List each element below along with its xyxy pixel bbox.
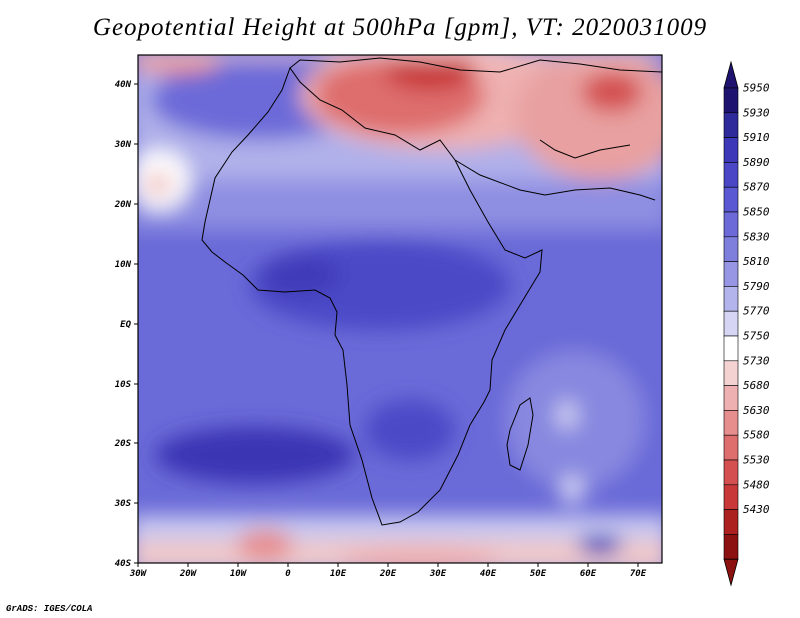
lon-label: 60E	[580, 569, 597, 579]
lon-ticks	[137, 563, 639, 567]
lon-label: 0	[285, 569, 291, 579]
lon-label: 70E	[630, 569, 647, 579]
colorbar-arrow-top	[723, 60, 739, 89]
lat-ticks	[134, 83, 138, 564]
lon-label: 20W	[179, 569, 198, 579]
colorbar-swatch	[723, 509, 739, 535]
colorbar-label: 5870	[743, 181, 770, 194]
lon-label: 20E	[379, 569, 397, 579]
lat-label: 40N	[115, 80, 132, 90]
colorbar-swatch	[723, 360, 739, 386]
colorbar-label: 5950	[743, 82, 770, 95]
colorbar-swatch	[723, 112, 739, 138]
colorbar-swatch	[723, 484, 739, 510]
colorbar-label: 5790	[743, 280, 770, 293]
colorbar-label: 5730	[743, 354, 770, 367]
colorbar-swatch	[723, 459, 739, 486]
colorbar-label: 5810	[743, 255, 770, 268]
lat-label: 20S	[114, 439, 132, 449]
colorbar-label: 5930	[743, 106, 770, 119]
lat-label: 10S	[115, 380, 132, 390]
colorbar-label: 5430	[743, 503, 770, 516]
colorbar-swatch	[723, 434, 739, 461]
lat-label: 20N	[114, 200, 132, 210]
lat-label: 10N	[115, 260, 132, 270]
colorbar-label: 5910	[743, 131, 770, 144]
colorbar-label: 5830	[743, 230, 770, 243]
colorbar-swatch	[723, 310, 739, 337]
colorbar-label: 5480	[743, 478, 770, 491]
lat-label: 30N	[114, 140, 132, 150]
colorbar-swatch	[723, 286, 739, 312]
map-title: Geopotential Height at 500hPa [gpm], VT:…	[92, 14, 708, 41]
colorbar-swatch	[723, 236, 739, 262]
colorbar-swatch	[723, 211, 739, 238]
lat-label: EQ	[120, 320, 131, 330]
lon-label: 10W	[230, 569, 248, 579]
colorbar-label: 5530	[743, 454, 770, 467]
coastlines	[201, 57, 662, 526]
colorbar-label: 5890	[743, 156, 770, 169]
lon-label: 50E	[530, 569, 547, 579]
colorbar-label: 5580	[743, 429, 770, 442]
colorbar-label: 5770	[743, 305, 770, 318]
colorbar-label: 5680	[743, 379, 770, 392]
colorbar-swatch	[723, 137, 739, 163]
lat-label: 30S	[114, 499, 132, 509]
plot-frame	[137, 54, 663, 564]
colorbar-swatch	[723, 162, 739, 188]
lon-label: 30W	[129, 569, 148, 579]
colorbar-label: 5850	[743, 206, 770, 219]
grads-credit: GrADS: IGES/COLA	[6, 604, 93, 614]
height-field	[138, 55, 662, 563]
lon-label: 30E	[429, 569, 447, 579]
colorbar-swatch	[723, 335, 739, 362]
lon-label: 10E	[330, 569, 347, 579]
colorbar-swatch	[723, 385, 739, 411]
colorbar-swatch	[723, 534, 739, 560]
colorbar-swatch	[723, 186, 739, 213]
colorbar-swatch	[723, 261, 739, 287]
colorbar: 5950 5930 5910 5890 5870 5850 5830 5810 5790 5770…	[723, 60, 770, 587]
colorbar-label: 5750	[743, 330, 770, 343]
lon-label: 40E	[480, 569, 497, 579]
colorbar-label: 5630	[743, 404, 770, 417]
colorbar-arrow-bottom	[723, 558, 739, 587]
colorbar-swatch	[723, 87, 739, 114]
lat-label: 40S	[115, 559, 132, 569]
colorbar-swatch	[723, 410, 739, 436]
